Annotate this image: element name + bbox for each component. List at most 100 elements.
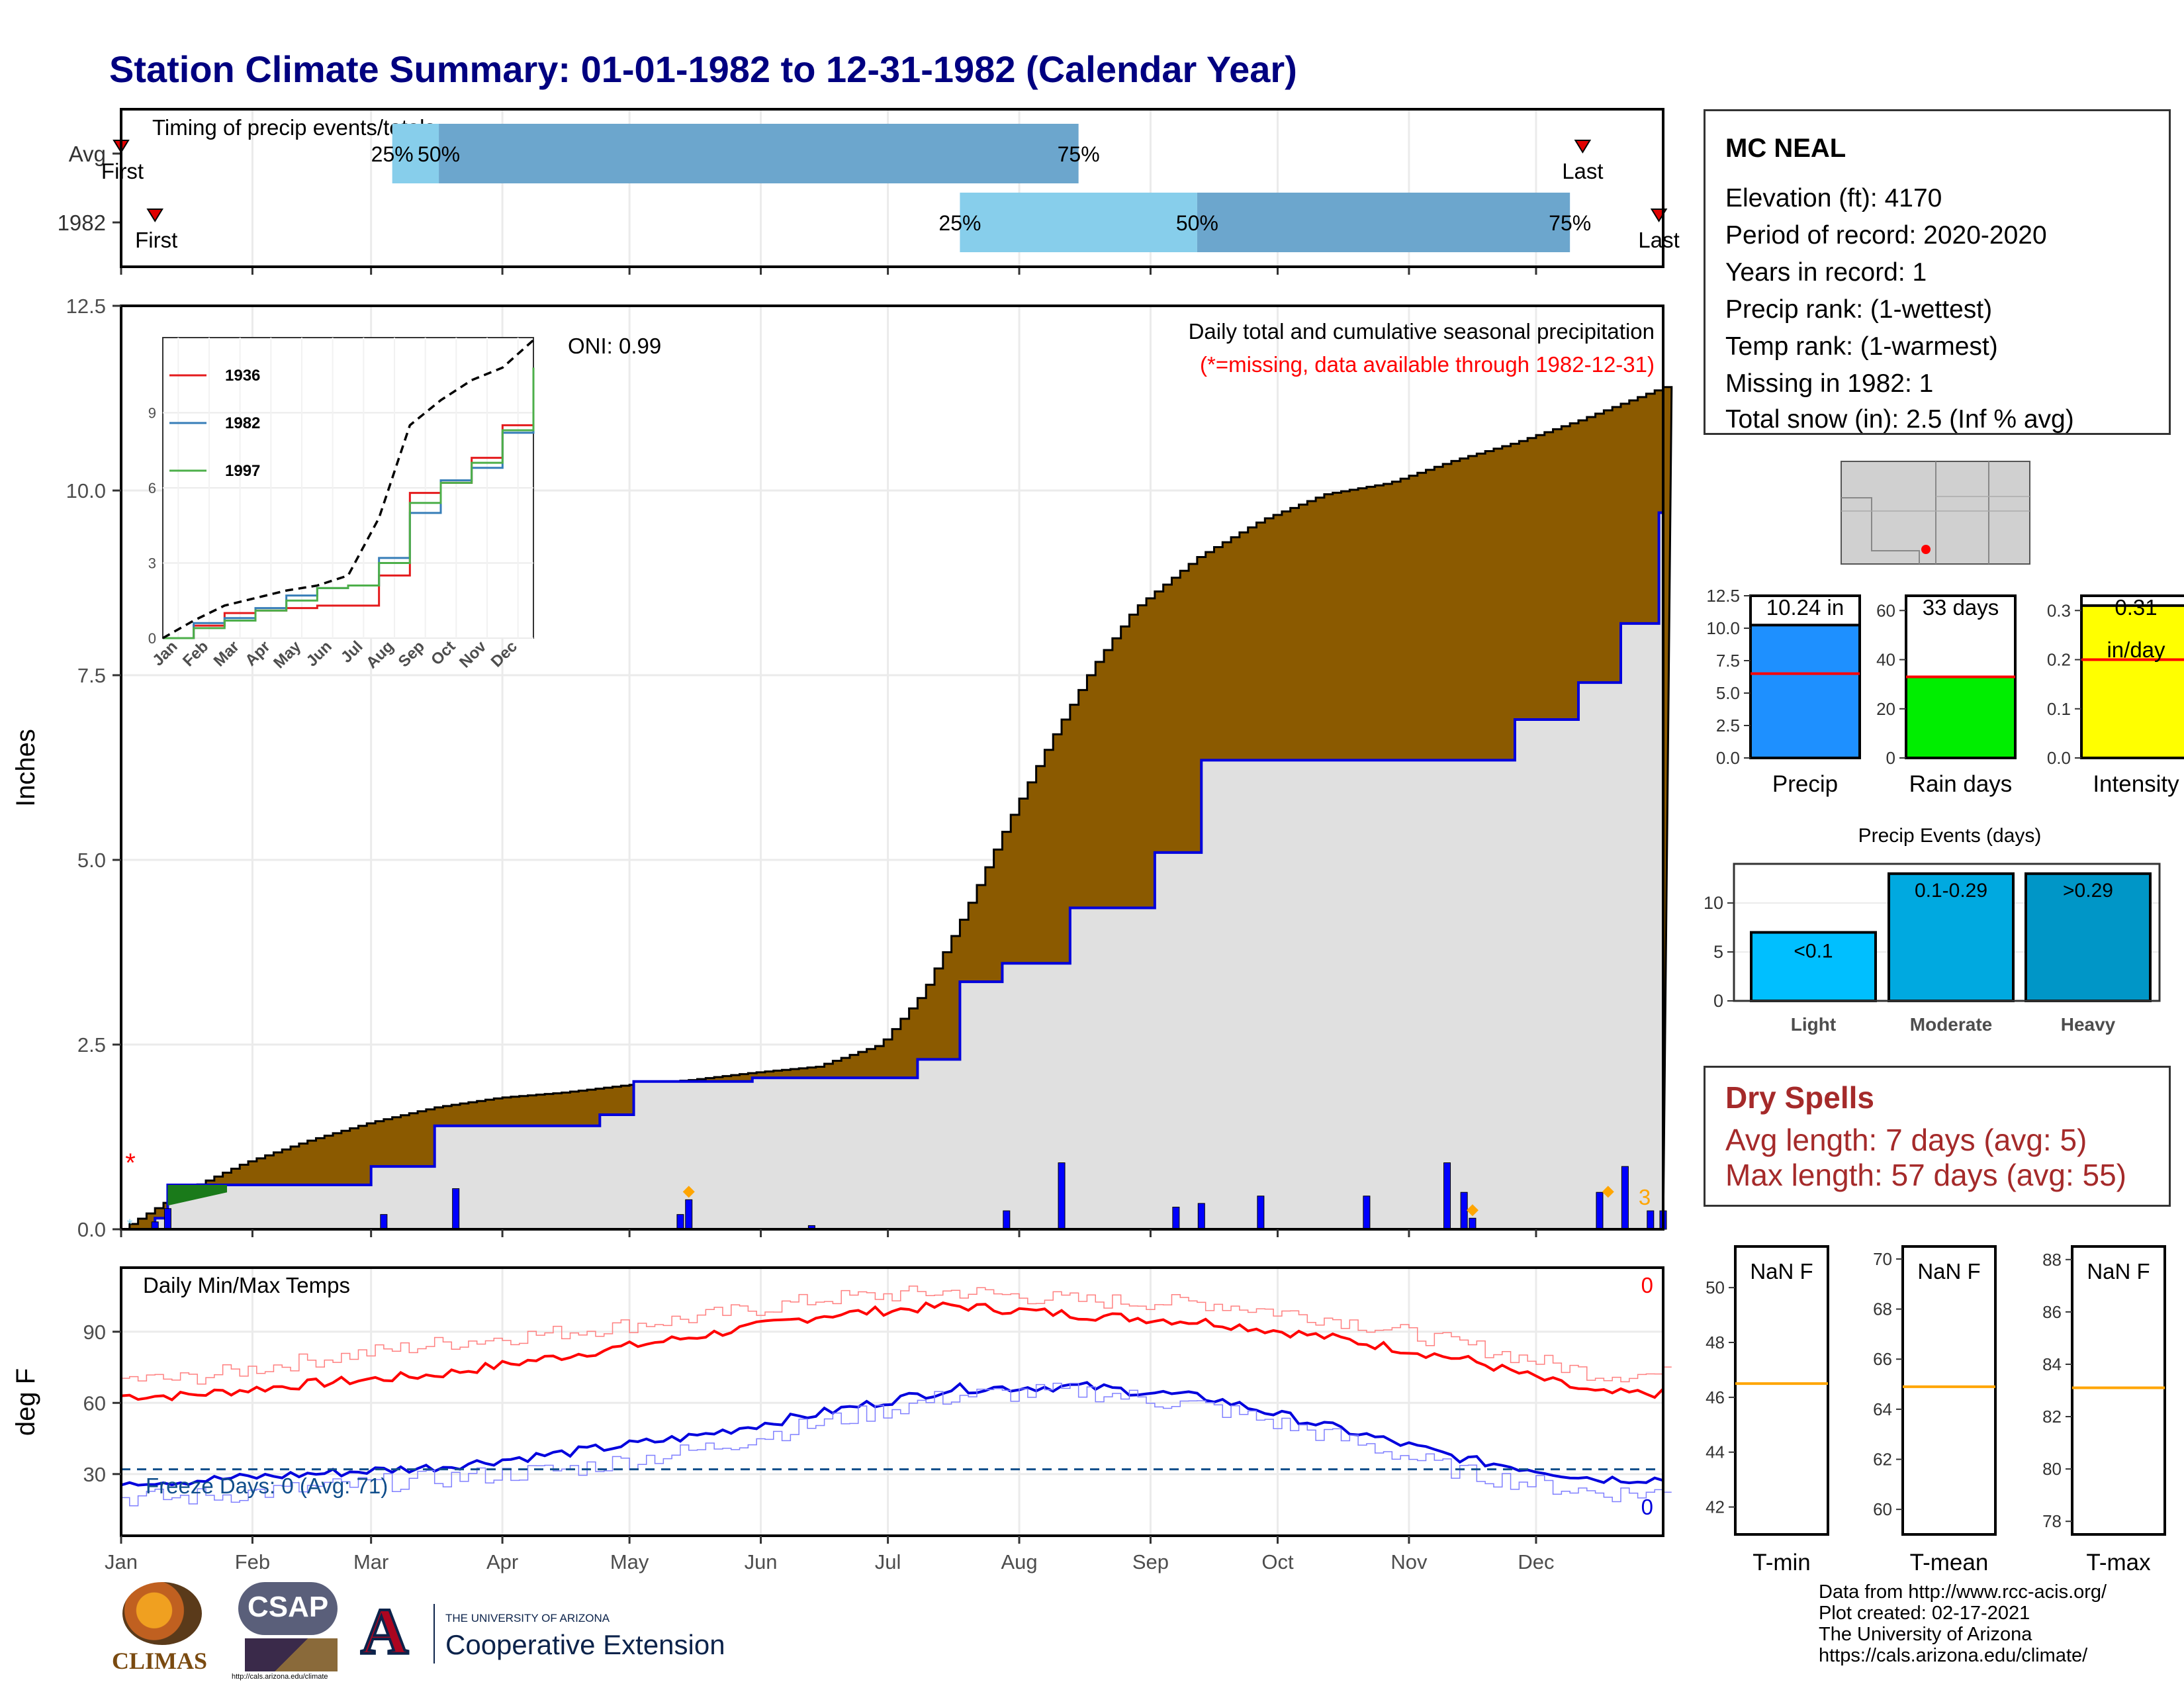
tmax-tick-label: 78 [2042,1511,2062,1531]
precip-tick-label: 12.5 [1706,586,1740,606]
daily-precip-bar [1443,1162,1451,1230]
station-period: Period of record: 2020-2020 [1725,221,2047,250]
snow-marker [682,1186,695,1198]
inset-legend-label: 1982 [225,414,260,432]
daily-precip-bar [676,1214,684,1230]
timing-p25-label: 25% [938,211,981,235]
precip-panel-title: Daily total and cumulative seasonal prec… [1189,319,1655,344]
precip-bar [1749,624,1861,760]
precip-tick-label: 2.5 [1716,716,1740,735]
rain_days-axis-label: Rain days [1909,771,2013,797]
month-label: Oct [1261,1550,1294,1573]
above-average-area [167,1185,228,1206]
timing-row-label: 1982 [58,211,106,235]
ua-letter: A [359,1593,410,1669]
temp-frame [120,1266,1664,1537]
events-frame [1733,863,2161,1002]
dry-spells-title: Dry Spells [1725,1080,1874,1115]
daily-precip-bar [685,1199,693,1230]
month-label: Dec [1518,1550,1554,1573]
station-name: MC NEAL [1725,134,1846,163]
intensity-tick-label: 0.0 [2047,748,2071,768]
state-map [1841,461,2030,565]
tmin-tick-label: 46 [1706,1387,1725,1407]
events-bar-light [1750,931,1877,1002]
events-bar-label: <0.1 [1794,941,1833,962]
precip-ylabel: Inches [11,729,40,807]
intensity-unit-label: in/day [2107,637,2165,662]
events-category-label: Moderate [1910,1014,1992,1035]
events-category-label: Heavy [2061,1014,2116,1035]
station-info-box: MC NEAL Elevation (ft): 4170 Period of r… [1704,109,2171,435]
tmean-tick-label: 60 [1873,1499,1892,1519]
tmean-value-label: NaN F [1917,1259,1980,1284]
inset-ytick-label: 9 [148,405,156,422]
credit-data-source: Data from http://www.rcc-acis.org/ [1819,1581,2107,1603]
month-label: Aug [1001,1550,1037,1573]
climas-logo-text: CLIMAS [112,1648,208,1674]
month-label: Jan [105,1550,138,1573]
temp-panel: 30 60 90 Jan Feb Mar Apr May Jun Jul Aug Sep Oct Nov D… [11,1266,1672,1573]
daily-precip-bar [1621,1166,1629,1230]
daily-precip-bar [163,1208,171,1230]
last-event-marker [1574,140,1592,154]
ua-big-text: Cooperative Extension [445,1629,725,1660]
precip-value-label: 10.24 in [1766,595,1844,620]
month-label: Mar [353,1550,388,1573]
rain_days-tick-label: 40 [1876,650,1895,670]
events-tick-label: 0 [1713,991,1723,1011]
daily-precip-bar [1647,1210,1655,1230]
precip-tick-label: 0.0 [1716,748,1740,768]
rain_days-tick-label: 20 [1876,699,1895,719]
temp-ylabel: deg F [11,1368,40,1436]
inset-ytick-label: 6 [148,480,156,496]
precip-tick-label: 7.5 [1716,651,1740,671]
events-bar-label: 0.1-0.29 [1915,880,1987,902]
daily-precip-bar [1596,1192,1604,1230]
csap-url: http://cals.arizona.edu/climate [232,1673,328,1681]
tmean-frame [1901,1245,1997,1536]
daily-precip-bar [1058,1162,1066,1230]
precip-frame [120,305,1664,1231]
credit-university: The University of Arizona [1819,1624,2032,1645]
rain_days-tick-label: 0 [1886,748,1895,768]
timing-bar-25-50 [392,124,439,183]
station-total-snow: Total snow (in): 2.5 (Inf % avg) [1725,405,2074,434]
temp-bar-charts: 42 44 46 48 50 NaN F T-min 60 62 64 66 68 70 NaN F T-m… [1706,1245,2166,1575]
inset-series-1936 [163,383,535,639]
tmin-frame [1734,1245,1829,1536]
tmin-value-label: NaN F [1750,1259,1813,1284]
intensity-tick-label: 0.2 [2047,650,2071,670]
rain_days-bar [1905,675,2017,759]
daily-precip-bar [1197,1203,1205,1230]
missing-marker: * [125,1149,136,1178]
inset-ytick-label: 3 [148,555,156,572]
events-bar-label: >0.29 [2063,880,2113,902]
tmax-value-label: NaN F [2087,1259,2150,1284]
precip-ytick-label: 7.5 [77,664,106,687]
chart-title: Station Climate Summary: 01-01-1982 to 1… [109,48,1297,90]
daily-precip-bar [1003,1210,1011,1230]
events-bar-moderate [1888,872,2015,1003]
month-label: Sep [1132,1550,1169,1573]
station-precip-rank: Precip rank: (1-wettest) [1725,295,1993,324]
timing-p25-label: 25% [371,142,414,166]
oni-label: ONI: 0.99 [568,334,661,358]
ua-logo: A THE UNIVERSITY OF ARIZONA Cooperative … [359,1593,745,1671]
snow-marker [1602,1186,1614,1198]
csap-logo: CSAP http://cals.arizona.edu/climate [232,1579,351,1685]
events-title: Precip Events (days) [1858,825,2042,847]
inset-legend-label: 1997 [225,462,260,480]
temp-ytick-label: 90 [83,1321,106,1344]
timing-bar-25-50 [960,193,1197,252]
events-tick-label: 5 [1713,942,1723,962]
daily-precip-bar [1257,1196,1265,1230]
month-label: Feb [235,1550,270,1573]
tmax-tick-label: 82 [2042,1407,2062,1427]
tmean-tick-label: 68 [1873,1299,1892,1319]
month-label: Jul [875,1550,901,1573]
station-elevation: Elevation (ft): 4170 [1725,184,1942,212]
station-years: Years in record: 1 [1725,258,1927,287]
temp-ytick-label: 30 [83,1463,106,1486]
